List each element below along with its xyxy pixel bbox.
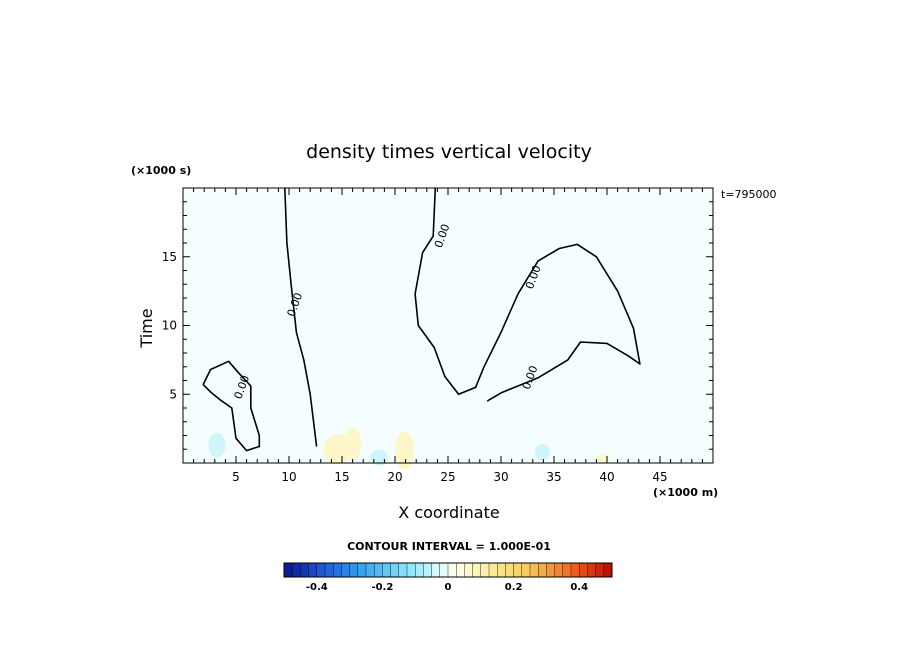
- x-tick-label: 25: [440, 470, 455, 484]
- colorbar-cell: [464, 562, 474, 578]
- colorbar-cell: [374, 562, 383, 578]
- x-axis-unit: (×1000 m): [653, 486, 718, 499]
- colorbar-cell: [447, 562, 457, 578]
- colorbar-cell: [357, 562, 367, 578]
- colorbar-cell: [300, 562, 310, 578]
- anomaly-patch: [208, 432, 226, 458]
- colorbar-cell: [283, 562, 293, 578]
- anomaly-patch: [395, 431, 415, 470]
- y-tick-label: 5: [169, 387, 177, 401]
- x-tick-label: 35: [546, 470, 561, 484]
- colorbar-cell: [382, 562, 392, 578]
- colorbar-cell: [349, 562, 359, 578]
- y-axis-title: Time: [137, 308, 156, 348]
- colorbar-cells: [283, 562, 613, 578]
- colorbar-tick-label: 0.4: [570, 582, 588, 593]
- colorbar-cell: [579, 562, 588, 578]
- x-tick-label: 15: [334, 470, 349, 484]
- colorbar-tick-label: -0.2: [371, 582, 393, 593]
- colorbar-cell: [603, 562, 613, 578]
- y-axis-unit: (×1000 s): [131, 164, 191, 177]
- colorbar-cell: [456, 562, 465, 578]
- chart-title: density times vertical velocity: [306, 141, 592, 163]
- colorbar-tick-labels: -0.4 -0.2 0 0.2 0.4: [306, 582, 588, 593]
- y-tick-label: 10: [162, 319, 177, 333]
- y-tick-label: 15: [162, 250, 177, 264]
- x-tick-label: 20: [387, 470, 402, 484]
- colorbar-cell: [554, 562, 564, 578]
- colorbar-cell: [472, 562, 482, 578]
- zero-contour-line: [414, 187, 641, 402]
- x-tick-label: 45: [652, 470, 667, 484]
- colorbar-cell: [406, 562, 416, 578]
- colorbar-cell: [521, 562, 531, 578]
- anomaly-patch: [596, 454, 610, 463]
- colorbar-tick-label: 0: [445, 582, 452, 593]
- colorbar-cell: [333, 562, 342, 578]
- shaded-anomalies: [208, 427, 610, 470]
- time-stamp: t=795000: [721, 188, 777, 201]
- anomaly-patch: [534, 443, 550, 461]
- colorbar-cell: [513, 562, 523, 578]
- contour-lines: [202, 187, 641, 452]
- colorbar-cell: [308, 562, 318, 578]
- colorbar-cell: [505, 562, 515, 578]
- plot-background: [183, 188, 713, 463]
- colorbar-cell: [529, 562, 539, 578]
- colorbar-cell: [480, 562, 490, 578]
- colorbar-cell: [316, 562, 326, 578]
- colorbar-cell: [292, 562, 301, 578]
- colorbar-cell: [497, 562, 506, 578]
- colorbar-cell: [587, 562, 597, 578]
- x-tick-label: 5: [232, 470, 240, 484]
- x-axis-title: X coordinate: [398, 503, 499, 522]
- x-tick-label: 30: [493, 470, 508, 484]
- colorbar-cell: [538, 562, 547, 578]
- colorbar-cell: [341, 562, 351, 578]
- y-axis-ticks: 5 10 15: [162, 187, 713, 464]
- x-tick-label: 10: [281, 470, 296, 484]
- zero-contour-line: [202, 360, 261, 452]
- colorbar-tick-label: -0.4: [306, 582, 328, 593]
- anomaly-patch: [370, 449, 388, 466]
- colorbar-cell: [415, 562, 424, 578]
- colorbar-cell: [423, 562, 433, 578]
- colorbar-cell: [324, 562, 334, 578]
- colorbar-cell: [488, 562, 498, 578]
- colorbar-tick-label: 0.2: [505, 582, 523, 593]
- colorbar-cell: [570, 562, 580, 578]
- anomaly-patch: [344, 427, 362, 461]
- colorbar-cell: [546, 562, 556, 578]
- colorbar-cell: [595, 562, 605, 578]
- colorbar-cell: [439, 562, 449, 578]
- zero-contour-line: [284, 187, 318, 447]
- colorbar-cell: [431, 562, 441, 578]
- contour-interval-label: CONTOUR INTERVAL = 1.000E-01: [347, 540, 551, 553]
- x-tick-label: 40: [599, 470, 614, 484]
- colorbar-cell: [365, 562, 375, 578]
- colorbar-cell: [562, 562, 572, 578]
- colorbar-cell: [398, 562, 408, 578]
- colorbar-cell: [390, 562, 400, 578]
- colorbar: -0.4 -0.2 0 0.2 0.4: [283, 562, 613, 593]
- x-axis-ticks: 5 10 15 20 25 30 35 40 45: [182, 188, 714, 484]
- colorbar-frame: [283, 562, 613, 578]
- plot-area: 0.000.000.000.000.00: [182, 187, 714, 470]
